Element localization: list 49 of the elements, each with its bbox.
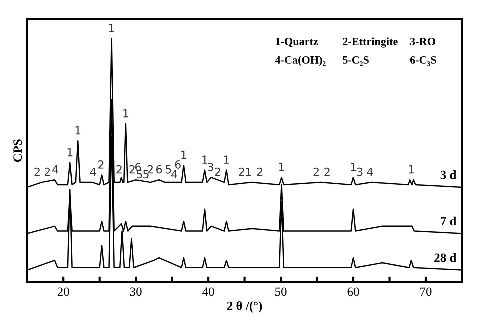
annotation: 2-Ettringite (343, 38, 398, 48)
annotation: 2 (34, 168, 40, 176)
annotation: 1 (409, 166, 414, 174)
annotation: 4-Ca(OH)₂ (275, 56, 326, 66)
annotation: 2 (314, 168, 319, 176)
annotation: 2 (98, 160, 104, 169)
x-axis-title: 2 θ /(°) (227, 301, 262, 313)
x-tick-label: 30 (130, 288, 142, 296)
series-label: 7 d (441, 216, 457, 226)
y-axis-title: CPS (14, 140, 22, 162)
annotation: 6-C₃S (410, 56, 436, 66)
x-tick-label: 60 (348, 288, 360, 296)
x-tick-label: 40 (202, 288, 214, 296)
annotation: 2 (257, 168, 262, 176)
annotation: 1 (246, 168, 251, 176)
series-label: 28 d (434, 253, 457, 262)
annotation: 3-RO (410, 38, 436, 46)
annotation: 1 (182, 150, 186, 160)
annotation: 1 (68, 148, 73, 157)
x-tick-label: 50 (276, 288, 287, 296)
annotation: 1 (76, 126, 81, 135)
annotation: 6 (156, 165, 162, 174)
annotation: 4 (367, 168, 374, 176)
annotation: 5-C₂S (343, 56, 369, 66)
annotation: 1 (224, 156, 230, 164)
annotation: 5 (166, 166, 172, 174)
annotation: 2 (44, 168, 50, 176)
annotation: 3 (208, 162, 214, 172)
x-tick-label: 70 (420, 288, 432, 296)
annotation: 1-Quartz (276, 38, 318, 48)
annotation: 4 (90, 168, 96, 176)
annotation: 2 (324, 168, 330, 176)
annotation: 2 (215, 168, 220, 176)
annotation: 2 (148, 165, 153, 174)
series-label: 3 d (440, 170, 457, 180)
annotation: 3 (357, 168, 363, 176)
annotation: 6 (175, 160, 181, 169)
annotation: 5 (144, 170, 149, 179)
annotation: 2 (116, 165, 122, 174)
annotation: 1 (202, 156, 208, 164)
annotation: 1 (279, 163, 284, 172)
annotation: 4 (52, 166, 59, 174)
annotation: 2 (130, 165, 135, 174)
annotation: 1 (351, 163, 356, 172)
annotation: 4 (172, 170, 178, 179)
annotation: 2 (239, 168, 244, 176)
annotation: 1 (124, 109, 128, 118)
annotation: 1 (109, 24, 114, 32)
x-tick-label: 20 (58, 288, 70, 296)
